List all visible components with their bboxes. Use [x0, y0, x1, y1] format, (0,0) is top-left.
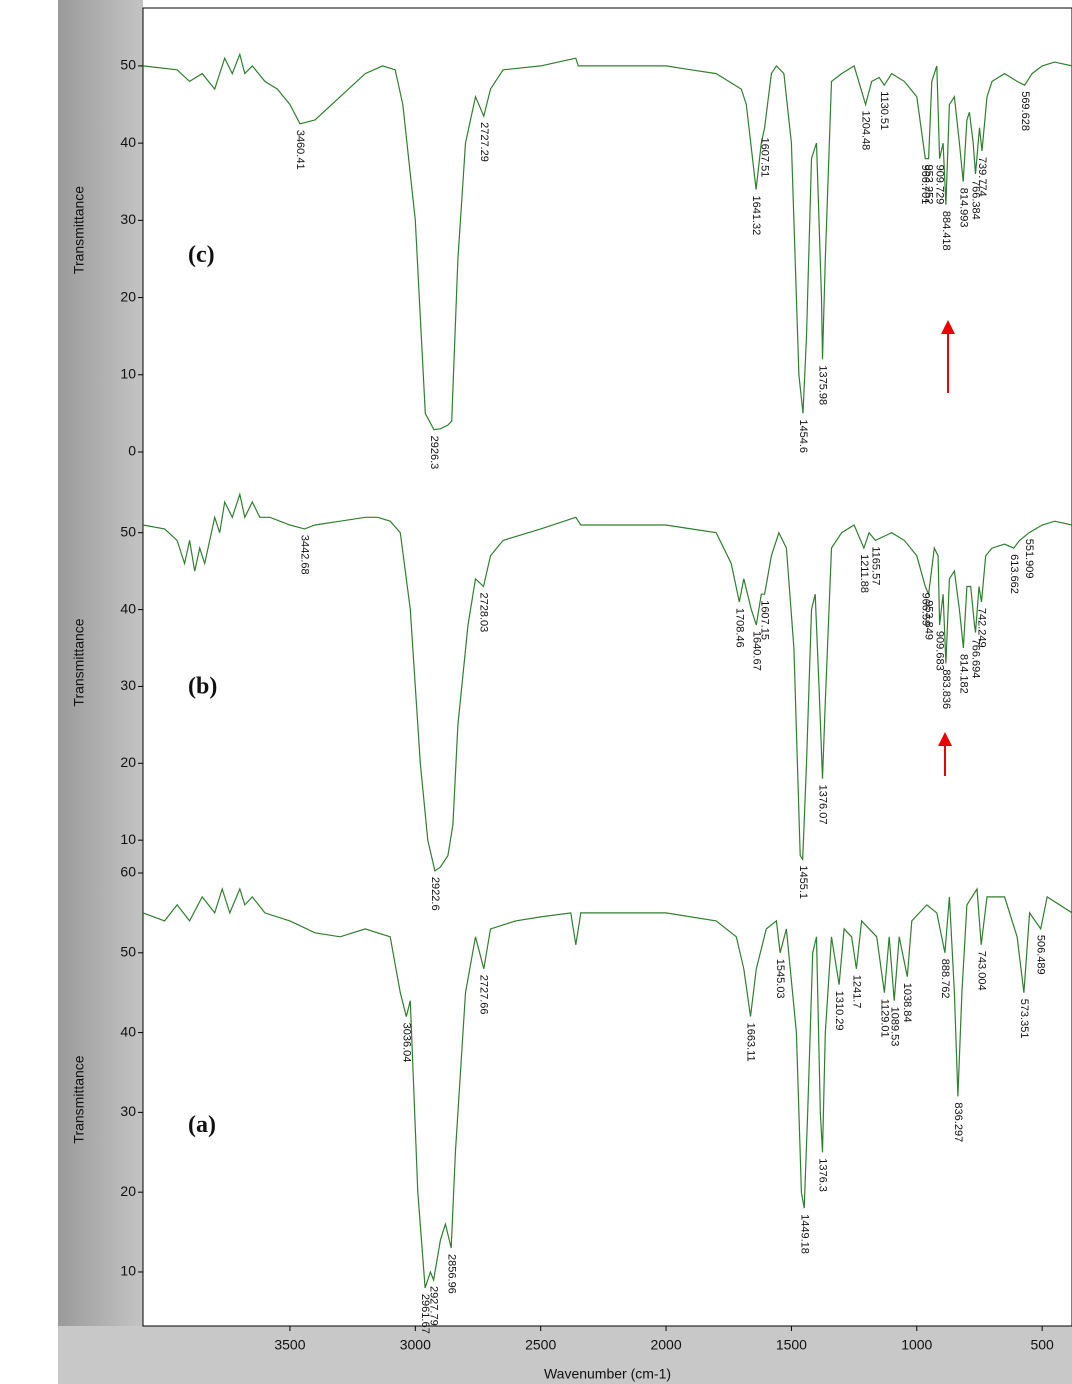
y-tick-label: 50	[120, 943, 136, 959]
peak-label: 3442.68	[298, 535, 310, 575]
peak-label: 742.249	[976, 608, 988, 648]
x-tick-label: 1000	[901, 1337, 932, 1353]
y-axis-label: Transmittance	[71, 618, 87, 706]
peak-label: 613.662	[1008, 554, 1020, 594]
peak-label: 1376.07	[817, 785, 829, 825]
peak-label: 836.297	[952, 1102, 964, 1142]
y-tick-label: 40	[120, 1023, 136, 1039]
y-tick-label: 0	[128, 443, 136, 459]
y-axis-label: Transmittance	[71, 186, 87, 274]
plot-area	[143, 8, 1072, 1326]
y-tick-label: 40	[120, 600, 136, 616]
y-tick-label: 10	[120, 831, 136, 847]
y-tick-label: 40	[120, 134, 136, 150]
peak-label: 2856.96	[445, 1254, 457, 1294]
peak-label: 506.489	[1035, 935, 1047, 975]
peak-label: 909.683	[934, 631, 946, 671]
panel-label: (c)	[188, 242, 215, 268]
peak-label: 1130.51	[878, 91, 890, 130]
x-tick-label: 3000	[400, 1337, 431, 1353]
peak-label: 573.351	[1018, 999, 1030, 1039]
y-tick-label: 50	[120, 523, 136, 539]
peak-label: 2927.79	[428, 1286, 440, 1326]
peak-label: 1454.6	[797, 419, 809, 453]
peak-label: 1165.57	[869, 546, 881, 585]
y-tick-label: 30	[120, 211, 136, 227]
peak-label: 1204.48	[860, 111, 872, 151]
peak-label: 743.004	[975, 951, 987, 991]
x-tick-label: 1500	[776, 1337, 807, 1353]
y-axis-label: Transmittance	[71, 1055, 87, 1143]
peak-label: 1089.53	[888, 1007, 900, 1047]
y-tick-label: 10	[120, 365, 136, 381]
peak-label: 1545.03	[774, 959, 786, 999]
peak-label: 1376.3	[817, 1158, 829, 1192]
x-tick-label: 500	[1030, 1337, 1054, 1353]
peak-label: 1708.46	[733, 608, 745, 648]
x-axis-label: Wavenumber (cm-1)	[544, 1366, 671, 1382]
y-tick-label: 20	[120, 288, 136, 304]
peak-label: 1449.18	[798, 1214, 810, 1254]
peak-label: 2926.3	[428, 436, 440, 470]
panel-label: (a)	[188, 1112, 216, 1138]
peak-label: 1241.7	[850, 975, 862, 1009]
peak-label: 1607.51	[759, 138, 771, 178]
peak-label: 814.993	[957, 188, 969, 228]
peak-label: 1038.84	[901, 983, 913, 1023]
chart: 0 10 20 30 40 50 Transmittance (c) 3460.41 2926.3…	[0, 0, 1072, 1384]
peak-label: 3036.04	[400, 1023, 412, 1063]
y-tick-label: 30	[120, 1103, 136, 1119]
peak-label: 1641.32	[750, 195, 762, 235]
peak-label: 2727.66	[478, 975, 490, 1015]
peak-label: 888.762	[939, 959, 951, 999]
peak-label: 1607.15	[759, 600, 771, 640]
peak-label: 1375.98	[817, 365, 829, 405]
peak-label: 814.182	[957, 654, 969, 694]
y-tick-label: 10	[120, 1263, 136, 1279]
y-tick-label: 60	[120, 864, 136, 880]
peak-label: 953.252	[923, 165, 935, 205]
peak-label: 953.849	[922, 600, 934, 640]
peak-label: 1310.29	[833, 991, 845, 1031]
peak-label: 1211.88	[858, 554, 870, 593]
peak-label: 1455.1	[797, 865, 809, 899]
y-tick-label: 20	[120, 1183, 136, 1199]
peak-label: 2728.03	[478, 593, 490, 633]
peak-label: 909.729	[934, 165, 946, 205]
peak-label: 3460.41	[294, 130, 306, 170]
x-tick-label: 3500	[274, 1337, 305, 1353]
panel-label: (b)	[188, 673, 217, 699]
peak-label: 2922.6	[429, 877, 441, 911]
peak-label: 884.418	[940, 211, 952, 251]
x-tick-label: 2500	[525, 1337, 556, 1353]
peak-label: 2727.29	[478, 122, 490, 162]
y-tick-label: 50	[120, 57, 136, 73]
peak-label: 569.628	[1019, 91, 1031, 131]
peak-label: 883.836	[940, 669, 952, 709]
peak-label: 551.909	[1023, 539, 1035, 579]
y-tick-label: 30	[120, 677, 136, 693]
x-tick-label: 2000	[650, 1337, 681, 1353]
peak-label: 1663.11	[745, 1023, 757, 1062]
peak-label: 739.774	[976, 157, 988, 197]
y-tick-label: 20	[120, 754, 136, 770]
